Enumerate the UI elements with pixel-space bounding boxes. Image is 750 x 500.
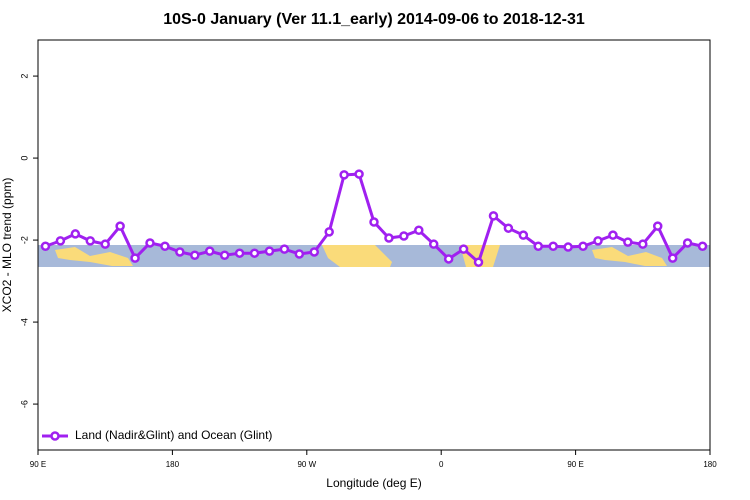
y-tick-label: -4 bbox=[19, 318, 29, 326]
point bbox=[638, 239, 648, 249]
x-tick-label: 90 W bbox=[297, 460, 316, 469]
point bbox=[697, 241, 708, 251]
point bbox=[40, 241, 51, 251]
point bbox=[443, 254, 454, 264]
x-tick-label: 90 E bbox=[567, 460, 583, 469]
point bbox=[100, 239, 110, 249]
point bbox=[682, 238, 693, 248]
point bbox=[204, 246, 215, 256]
y-tick-label: -6 bbox=[19, 400, 29, 408]
x-tick-label: 90 E bbox=[30, 460, 46, 469]
y-tick-label: -2 bbox=[19, 236, 29, 244]
point bbox=[399, 231, 409, 241]
point bbox=[593, 236, 603, 246]
y-tick-label: 2 bbox=[19, 74, 29, 79]
point bbox=[608, 230, 618, 240]
point bbox=[324, 227, 334, 237]
point bbox=[518, 230, 529, 240]
point bbox=[190, 250, 200, 260]
point bbox=[473, 257, 484, 267]
point bbox=[428, 239, 439, 249]
point bbox=[369, 217, 379, 227]
point bbox=[145, 238, 155, 248]
x-tick-label: 0 bbox=[439, 460, 444, 469]
point bbox=[652, 221, 663, 231]
x-tick-label: 180 bbox=[703, 460, 717, 469]
point bbox=[219, 250, 230, 260]
point bbox=[85, 236, 96, 246]
point bbox=[294, 249, 305, 259]
point bbox=[55, 236, 66, 246]
point bbox=[70, 229, 81, 239]
point bbox=[384, 233, 394, 243]
point bbox=[279, 244, 290, 254]
point bbox=[249, 248, 260, 258]
point bbox=[503, 223, 514, 233]
point bbox=[175, 247, 185, 257]
point bbox=[488, 211, 499, 221]
point bbox=[414, 225, 424, 235]
plot-frame bbox=[37, 39, 711, 451]
point bbox=[578, 241, 588, 251]
y-tick-label: 0 bbox=[19, 156, 29, 161]
x-axis-label: Longitude (deg E) bbox=[326, 476, 421, 490]
point bbox=[458, 244, 469, 254]
point bbox=[309, 247, 320, 257]
point bbox=[623, 237, 633, 247]
chart-title: 10S-0 January (Ver 11.1_early) 2014-09-0… bbox=[163, 11, 585, 28]
point bbox=[264, 246, 275, 256]
y-axis-label: XCO2 - MLO trend (ppm) bbox=[0, 178, 14, 313]
point bbox=[339, 170, 349, 180]
point bbox=[130, 253, 140, 263]
point bbox=[563, 242, 573, 252]
point bbox=[160, 241, 170, 251]
legend-marker bbox=[50, 431, 60, 441]
point bbox=[667, 253, 678, 263]
point bbox=[115, 221, 125, 231]
point bbox=[354, 169, 364, 179]
point bbox=[533, 241, 544, 251]
x-tick-label: 180 bbox=[166, 460, 180, 469]
point bbox=[548, 241, 558, 251]
point bbox=[234, 248, 245, 258]
legend-label: Land (Nadir&Glint) and Ocean (Glint) bbox=[75, 428, 272, 442]
